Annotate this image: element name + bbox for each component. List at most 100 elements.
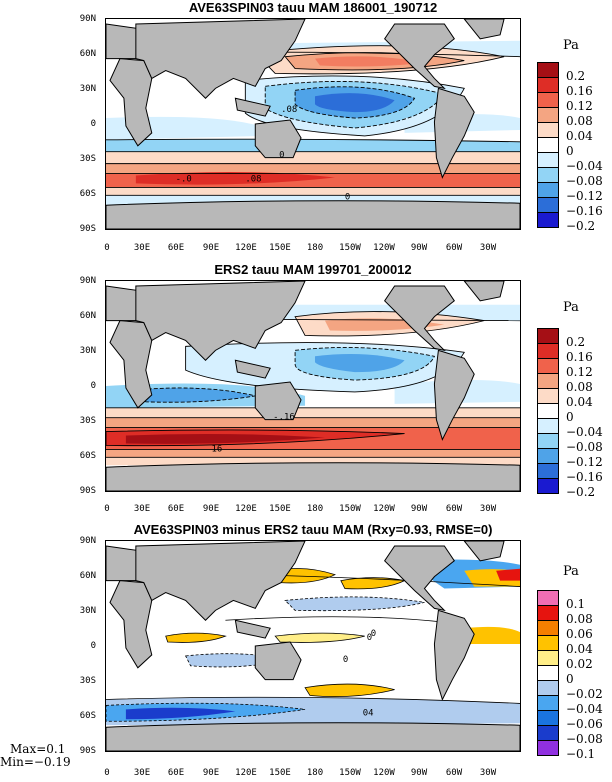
lat-label: 30N — [79, 346, 96, 356]
contour-label: -.0 — [176, 174, 192, 184]
lon-label: 30E — [133, 243, 151, 253]
shade-band — [106, 417, 520, 428]
lat-label: 0 — [90, 641, 96, 651]
lon-label: 90W — [410, 243, 428, 253]
shade-band — [285, 596, 425, 611]
shade-band — [106, 163, 520, 174]
colorbar-label: 0 — [566, 410, 574, 424]
colorbar-swatch — [538, 78, 558, 93]
lat-label: 30S — [79, 416, 96, 426]
colorbar-swatch — [538, 681, 558, 696]
map-observed: -.16 16 — [105, 280, 521, 492]
colorbar-swatch — [538, 434, 558, 449]
colorbar-swatch — [538, 168, 558, 183]
colorbar-swatch — [538, 183, 558, 198]
shade-band — [314, 56, 425, 67]
lon-label: 0 — [104, 504, 110, 514]
map-model: .08 0 -.0 .08 0 — [105, 18, 521, 230]
colorbar-swatch — [538, 741, 558, 755]
lon-label: 150E — [269, 504, 291, 514]
colorbar-label: 0.16 — [566, 84, 593, 98]
colorbar-swatch — [538, 651, 558, 666]
colorbar — [537, 62, 559, 228]
colorbar-swatch — [538, 123, 558, 138]
lon-label: 180 — [306, 243, 324, 253]
max-stat: Max=0.1 — [10, 742, 66, 756]
shade-band — [135, 171, 335, 185]
lat-label: 60N — [79, 311, 96, 321]
lat-label: 90N — [79, 536, 96, 546]
colorbar-label: −0.04 — [566, 425, 603, 439]
lon-label: 90E — [202, 504, 220, 514]
lon-label: 0 — [104, 243, 110, 253]
lon-label: 90E — [202, 243, 220, 253]
colorbar-swatch — [538, 93, 558, 108]
colorbar-label: 0.08 — [566, 612, 593, 626]
colorbar-swatch — [538, 404, 558, 419]
contour-label: .08 — [245, 174, 261, 184]
shade-band — [125, 433, 325, 444]
shade-band — [340, 577, 405, 589]
colorbar-swatch — [538, 419, 558, 434]
colorbar-label: −0.02 — [566, 687, 603, 701]
lat-label: 90N — [79, 276, 96, 286]
lon-label: 120W — [373, 768, 395, 778]
colorbar-swatch — [538, 666, 558, 681]
colorbar-label: 0.04 — [566, 642, 593, 656]
colorbar-label: 0.04 — [566, 129, 593, 143]
colorbar-swatch — [538, 108, 558, 123]
lon-label: 150E — [269, 768, 291, 778]
lon-label: 60E — [167, 768, 185, 778]
contour-label: 0 — [279, 151, 284, 161]
lon-label: 180 — [306, 504, 324, 514]
colorbar-label: 0.08 — [566, 114, 593, 128]
contour-label-group: 0 0 0 04 — [343, 629, 376, 718]
colorbar-label: 0.1 — [566, 597, 586, 611]
lon-label: 150W — [339, 243, 361, 253]
colorbar-label: 0 — [566, 672, 574, 686]
colorbar-label: 0.02 — [566, 657, 593, 671]
colorbar-swatch — [538, 153, 558, 168]
colorbar-label: −0.2 — [566, 219, 596, 233]
contour-label: .08 — [281, 105, 297, 115]
shade-band — [106, 449, 520, 458]
shade-band — [106, 407, 520, 418]
colorbar-swatch — [538, 138, 558, 153]
contour-label: 0 — [343, 655, 348, 665]
panel-model: AVE63SPIN03 tauu MAM 186001_190712 — [0, 0, 612, 260]
contour-label: 16 — [211, 444, 222, 454]
colorbar-label: −0.04 — [566, 702, 603, 716]
lon-label: 120E — [235, 768, 257, 778]
lon-label: 30E — [133, 504, 151, 514]
lat-label: 90N — [79, 14, 96, 24]
colorbar-label: 0 — [566, 144, 574, 158]
colorbar-label: 0.16 — [566, 350, 593, 364]
lon-label: 120E — [235, 504, 257, 514]
shade-band — [135, 387, 256, 403]
colorbar-swatch — [538, 389, 558, 404]
lat-label: 60S — [79, 451, 96, 461]
lat-label: 30S — [79, 154, 96, 164]
colorbar-swatch — [538, 606, 558, 621]
lon-label: 120W — [373, 504, 395, 514]
colorbar-label: −0.08 — [566, 174, 603, 188]
lat-label: 0 — [90, 381, 96, 391]
lon-label: 90W — [410, 504, 428, 514]
shade-band — [314, 93, 395, 113]
panel-title: AVE63SPIN03 tauu MAM 186001_190712 — [188, 0, 438, 15]
colorbar-swatch — [538, 329, 558, 344]
lon-label: 30E — [133, 768, 151, 778]
colorbar-label: −0.2 — [566, 485, 596, 499]
colorbar-label: −0.12 — [566, 189, 603, 203]
lat-label: 60S — [79, 189, 96, 199]
shade-band — [275, 568, 335, 583]
colorbar-label: 0.2 — [566, 335, 586, 349]
lat-label: 60N — [79, 49, 96, 59]
colorbar-swatch — [538, 711, 558, 726]
colorbar-swatch — [538, 198, 558, 213]
map-plot: -.16 16 — [106, 281, 520, 491]
panel-difference: AVE63SPIN03 minus ERS2 tauu MAM (Rxy=0.9… — [0, 522, 612, 782]
shade-band — [106, 187, 520, 196]
colorbar-label: −0.12 — [566, 455, 603, 469]
lon-label: 150E — [269, 243, 291, 253]
